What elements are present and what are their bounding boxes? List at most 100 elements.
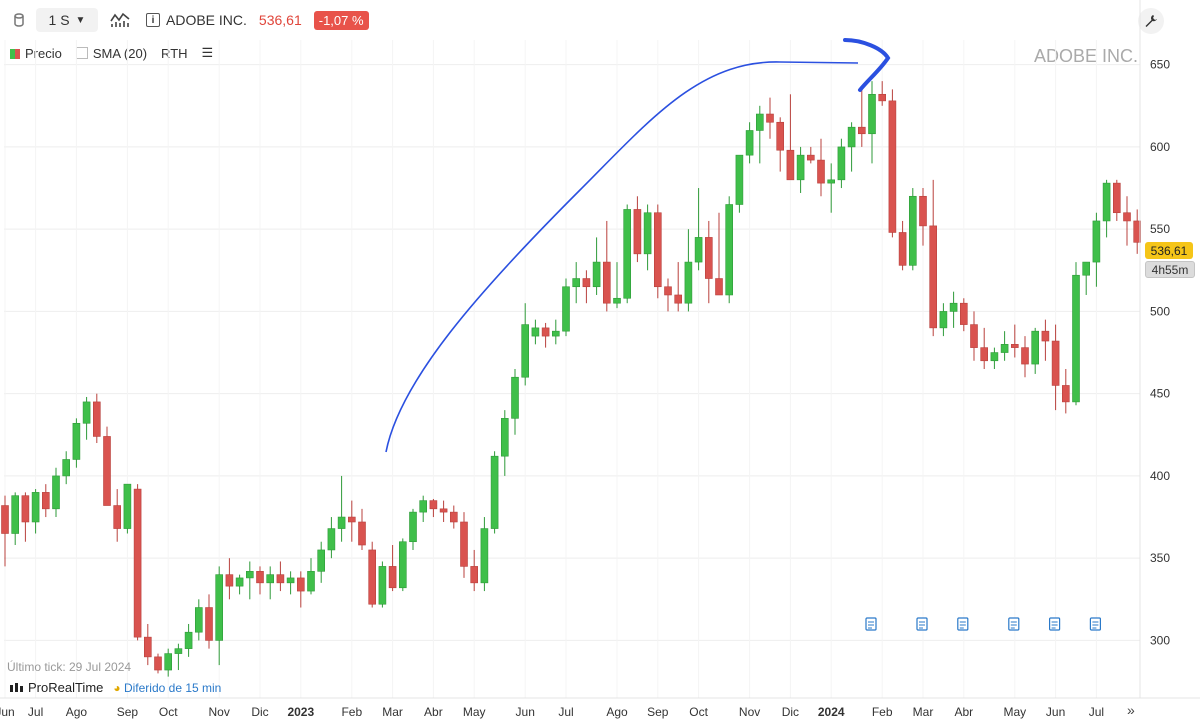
candle-body [847,126,856,148]
candle-body [1133,220,1141,243]
candle-body [1031,330,1039,365]
x-tick-label: 2023 [287,705,314,719]
candle-body [490,455,499,529]
candle-body [307,571,315,592]
candle-body [551,330,560,337]
earnings-marker-icon [1089,617,1102,631]
candle-body [919,195,927,227]
brand: ProRealTime ◕ Diferido de 15 min [8,680,221,695]
candle-body [1092,220,1101,263]
indicators-icon[interactable] [108,8,132,32]
candle-body [633,209,642,255]
candle-body [521,324,530,378]
candle-body [337,516,346,529]
candle-body [715,278,723,296]
candle-body [888,100,897,233]
candle-body [786,149,795,181]
candle-body [980,347,989,362]
settings-wrench-button[interactable] [1138,8,1164,34]
x-tick-label: Jun [516,705,535,719]
ticker-name: ADOBE INC. [166,12,247,28]
timeframe-dropdown[interactable]: 1 S ▼ [36,8,98,32]
chevron-down-icon: ▼ [75,14,86,26]
candle-body [1123,212,1131,222]
candle-body [806,154,815,161]
candle-body [317,549,326,572]
x-tick-label: Jul [28,705,43,719]
candle-body [837,146,846,181]
y-tick-label: 350 [1150,551,1170,565]
earnings-marker-icon [957,617,969,631]
x-tick-label: Feb [872,705,893,719]
candle-body [470,566,479,584]
candle-body [429,500,438,510]
candle-body [347,516,356,523]
x-axis: Jun Jul Ago Sep Oct Nov Dic 2023 Feb Mar Abr May Jun… [0,705,1104,719]
candle-body [62,459,71,477]
candle-body [613,297,621,304]
x-tick-label: Nov [209,705,230,719]
current-price-tag: 536,61 [1145,242,1193,259]
candle-body [684,261,693,304]
candle-body [990,352,999,362]
legend-sma[interactable]: SMA (20) [75,46,147,61]
y-tick-label: 550 [1150,222,1170,236]
candle-body [133,488,142,638]
candle-body [500,418,509,457]
candle-body [184,631,193,649]
x-tick-label: Oct [689,705,708,719]
candle-body [103,436,111,506]
candle-body [368,549,377,605]
candle-body [694,237,703,263]
x-tick-label: Jun [0,705,15,719]
x-tick-label: May [463,705,486,719]
candle-body [235,577,244,587]
candle-body [1010,344,1019,348]
candle-body [409,511,417,543]
watermark: ADOBE INC. [1033,46,1138,66]
candle-body [154,656,162,671]
candle-body [1000,344,1009,353]
candle-body [21,495,30,523]
x-tick-label: Abr [954,705,973,719]
candle-body [970,324,978,348]
candle-body [1082,261,1090,276]
symbol-selector-icon[interactable] [10,8,28,32]
scroll-right-button[interactable]: » [1127,702,1135,718]
candle-body [164,653,172,671]
candle-body [439,508,448,513]
event-markers [865,617,1102,631]
candle-body [388,566,397,589]
x-tick-label: Jun [1046,705,1065,719]
annotation-arrow [385,38,891,453]
candle-body [449,511,458,523]
candle-body [817,159,825,184]
earnings-marker-icon [1008,617,1020,631]
last-tick: Último tick: 29 Jul 2024 [7,660,132,674]
candle-body [949,302,958,312]
candle-body [776,121,785,151]
candle-body [623,209,632,299]
candle-body [674,294,683,304]
brand-name: ProRealTime [28,680,104,695]
legend-rth[interactable]: RTH [161,45,188,61]
candle-body [1062,385,1070,403]
y-tick-label: 650 [1150,58,1170,72]
earnings-marker-icon [1048,617,1061,631]
x-tick-label: Oct [159,705,178,719]
candle-body [174,648,183,654]
candle-body [592,261,601,288]
timeframe-label: 1 S [48,12,70,28]
info-icon[interactable]: i [146,13,160,27]
candle-body [653,212,662,288]
list-icon[interactable]: ☰ [201,45,214,60]
candle-body [1,505,9,534]
legend-price[interactable]: Precio [10,46,62,61]
candle-body [562,286,570,332]
candle-body [358,521,366,546]
candle-body [531,327,540,337]
x-tick-label: Sep [647,705,669,719]
candle-body [704,237,713,279]
bar-countdown-tag: 4h55m [1145,261,1195,278]
